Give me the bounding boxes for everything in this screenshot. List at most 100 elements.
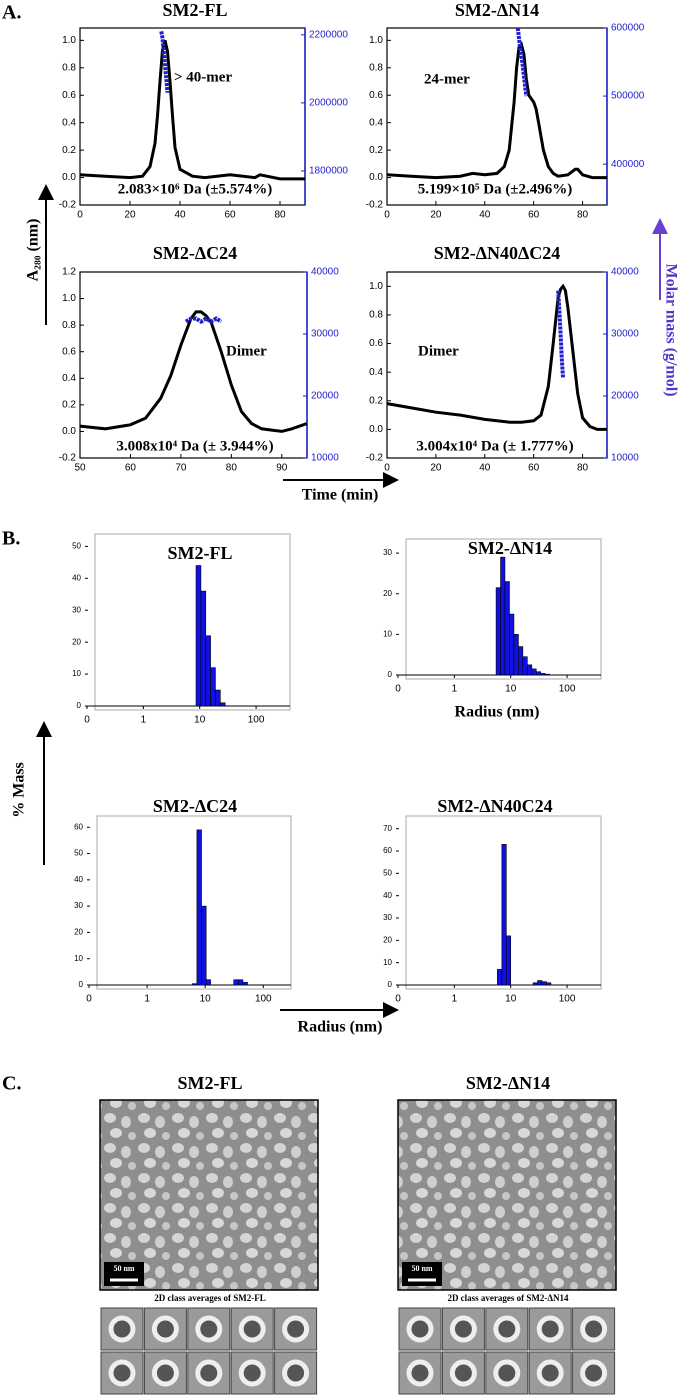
class-average-ring <box>238 1315 266 1343</box>
x-tick-label: 70 <box>175 463 187 474</box>
x-tick-label: 100 <box>248 715 265 726</box>
y-tick-label: 1.0 <box>62 35 76 46</box>
class-average-ring <box>449 1359 477 1387</box>
bar <box>215 689 221 707</box>
x-tick-label: 20 <box>430 463 442 474</box>
y-tick-label: -0.2 <box>59 453 77 464</box>
y-tick-label: 0.2 <box>62 145 76 156</box>
bar <box>497 969 503 986</box>
chart-title: SM2-ΔN14 <box>468 538 552 558</box>
y-tick-label: -0.2 <box>59 200 77 211</box>
chart-title: SM2-ΔN40ΔC24 <box>434 243 561 263</box>
scale-label: 50 nm <box>411 1264 432 1273</box>
annotation: > 40-mer <box>174 69 232 85</box>
scale-label: 50 nm <box>113 1264 134 1273</box>
x-tick-label: 100 <box>559 684 576 695</box>
bar <box>535 671 542 676</box>
y-tick-label: 10 <box>383 958 392 967</box>
x-axis-label: Radius (nm) <box>455 704 540 721</box>
y-tick-label: 0 <box>79 980 84 989</box>
x-tick-label: 100 <box>559 994 576 1005</box>
absorbance-line <box>79 39 305 181</box>
bar <box>201 905 207 986</box>
class-average-ring <box>282 1315 310 1343</box>
molar-mass-line <box>184 316 223 324</box>
class-average-ring <box>536 1315 564 1343</box>
annotation: 2.083×10⁶ Da (±5.574%) <box>118 181 273 197</box>
y2-axis-label: Molar mass (g/mol) <box>662 263 679 396</box>
absorbance-line <box>79 310 308 433</box>
x-tick-label: 80 <box>577 210 589 221</box>
x-tick-label: 0 <box>77 210 83 221</box>
annotation: Dimer <box>418 343 459 359</box>
x-tick-label: 10 <box>200 994 212 1005</box>
bar <box>527 664 533 676</box>
y-tick-label: 0 <box>388 980 393 989</box>
y2-tick-label: 500000 <box>611 91 645 102</box>
y-tick-label: 0 <box>388 670 393 679</box>
x-axis-label: Time (min) <box>302 487 379 504</box>
bar <box>541 981 547 986</box>
y-tick-label: 0.4 <box>369 367 383 378</box>
bar <box>500 556 506 676</box>
y-tick-label: 1.2 <box>62 267 76 278</box>
y-tick-label: 50 <box>72 541 81 550</box>
bar <box>540 673 546 676</box>
y-tick-label: 1.0 <box>369 281 383 292</box>
y-tick-label: 0.6 <box>369 90 383 101</box>
y-tick-label: 0.2 <box>62 399 76 410</box>
bar <box>509 613 515 676</box>
x-axis-label: Radius (nm) <box>298 1019 383 1036</box>
chart-title: SM2-FL <box>163 0 228 20</box>
x-tick-label: 80 <box>226 463 238 474</box>
panel-label: A. <box>2 2 21 24</box>
chart-title: SM2-ΔC24 <box>153 796 237 816</box>
y2-tick-label: 600000 <box>611 23 645 34</box>
micrograph <box>99 1099 319 1291</box>
x-tick-label: 10 <box>194 715 206 726</box>
chart-title: SM2-ΔN40C24 <box>437 796 552 816</box>
plot-frame <box>405 815 602 990</box>
bar <box>531 668 537 676</box>
y2-tick-label: 2200000 <box>309 29 348 40</box>
x-tick-label: 1 <box>144 994 150 1005</box>
x-tick-label: 80 <box>274 210 286 221</box>
y-axis-label: % Mass <box>11 762 28 818</box>
class-average-ring <box>195 1315 223 1343</box>
y2-tick-label: 30000 <box>611 329 639 340</box>
x-tick-label: 0 <box>395 994 401 1005</box>
class-average <box>441 1307 485 1351</box>
class-average-ring <box>493 1315 521 1343</box>
y-tick-label: 20 <box>383 935 392 944</box>
bar <box>495 587 501 676</box>
bar <box>532 982 538 986</box>
class-average-ring <box>406 1315 434 1343</box>
y-tick-label: 0.2 <box>369 145 383 156</box>
scale-box <box>402 1262 442 1286</box>
bar <box>205 635 211 707</box>
y-tick-label: 30 <box>383 548 392 557</box>
bar <box>238 979 244 986</box>
annotation: 3.008x10⁴ Da (± 3.944%) <box>116 438 273 454</box>
class-average-ring <box>195 1359 223 1387</box>
x-tick-label: 60 <box>528 210 540 221</box>
panel-label: B. <box>2 528 20 550</box>
y-tick-label: 0.6 <box>369 338 383 349</box>
annotation: 24-mer <box>424 71 470 87</box>
x-tick-label: 0 <box>384 210 390 221</box>
y-tick-label: 40 <box>74 875 83 884</box>
y-tick-label: 40 <box>383 891 392 900</box>
x-tick-label: 40 <box>479 210 491 221</box>
bar <box>522 656 528 676</box>
y-tick-label: 20 <box>383 589 392 598</box>
x-tick-label: 20 <box>430 210 442 221</box>
y2-tick-label: 1800000 <box>309 166 348 177</box>
x-tick-label: 10 <box>505 994 517 1005</box>
x-tick-label: 60 <box>528 463 540 474</box>
x-tick-label: 0 <box>395 684 401 695</box>
x-tick-label: 80 <box>577 463 589 474</box>
bar <box>205 979 211 986</box>
y-tick-label: -0.2 <box>366 200 384 211</box>
bar <box>504 581 510 676</box>
